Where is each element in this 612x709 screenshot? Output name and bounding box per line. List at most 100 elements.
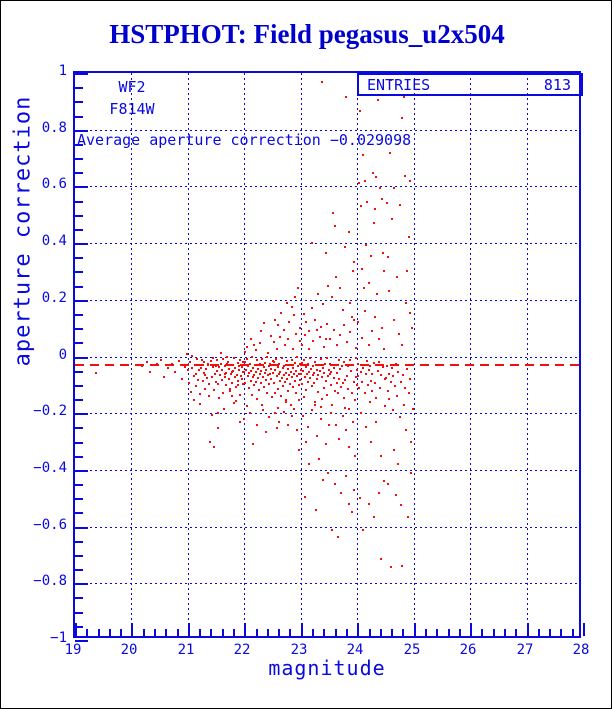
- data-point: [367, 384, 369, 386]
- data-point: [274, 369, 276, 371]
- data-point: [232, 370, 234, 372]
- data-point: [212, 366, 214, 368]
- data-point: [340, 492, 342, 494]
- data-point: [306, 373, 308, 375]
- gridline-vertical: [244, 73, 245, 636]
- data-point: [253, 384, 255, 386]
- data-point: [244, 382, 246, 384]
- y-major-tick: [75, 73, 88, 75]
- data-point: [299, 340, 301, 342]
- data-point: [311, 385, 313, 387]
- data-point: [229, 388, 231, 390]
- data-point: [372, 172, 374, 174]
- data-point: [333, 367, 335, 369]
- data-point: [277, 366, 279, 368]
- data-point: [281, 377, 283, 379]
- x-major-tick: [470, 623, 472, 636]
- data-point: [234, 367, 236, 369]
- data-point: [224, 373, 226, 375]
- data-point: [243, 371, 245, 373]
- data-point: [319, 370, 321, 372]
- data-point: [398, 333, 400, 335]
- x-tick-label: 26: [459, 642, 477, 658]
- plot-area: WF2 F814W Average aperture correction −0…: [73, 71, 585, 642]
- data-point: [269, 373, 271, 375]
- data-point: [298, 399, 300, 401]
- data-point: [262, 409, 264, 411]
- data-point: [320, 418, 322, 420]
- data-point: [408, 392, 410, 394]
- data-point: [280, 312, 282, 314]
- data-point: [378, 338, 380, 340]
- y-minor-tick: [75, 257, 83, 259]
- y-major-tick: [75, 300, 88, 302]
- data-point: [298, 449, 300, 451]
- data-point: [285, 372, 287, 374]
- data-point: [316, 378, 318, 380]
- x-major-tick: [131, 623, 133, 636]
- data-point: [329, 338, 331, 340]
- data-point: [206, 377, 208, 379]
- data-point: [251, 356, 253, 358]
- y-minor-tick: [75, 512, 83, 514]
- data-point: [404, 175, 406, 177]
- data-point: [368, 282, 370, 284]
- data-point: [246, 346, 248, 348]
- data-point: [368, 344, 370, 346]
- data-point: [302, 370, 304, 372]
- x-minor-tick: [256, 629, 258, 636]
- data-point: [189, 361, 191, 363]
- data-point: [276, 375, 278, 377]
- data-point: [252, 443, 254, 445]
- data-point: [258, 389, 260, 391]
- data-point: [273, 341, 275, 343]
- x-tick-label: 20: [120, 642, 138, 658]
- data-point: [291, 306, 293, 308]
- data-point: [210, 360, 212, 362]
- data-point: [365, 426, 367, 428]
- data-point: [371, 330, 373, 332]
- data-point: [349, 331, 351, 333]
- data-point: [247, 375, 249, 377]
- data-point: [327, 285, 329, 287]
- data-point: [377, 99, 379, 101]
- data-point: [301, 383, 303, 385]
- data-point: [284, 344, 286, 346]
- data-point: [330, 371, 332, 373]
- data-point: [328, 424, 330, 426]
- data-point: [369, 401, 371, 403]
- x-minor-tick: [560, 629, 562, 636]
- data-point: [352, 270, 354, 272]
- data-point: [380, 558, 382, 560]
- y-major-tick: [75, 413, 88, 415]
- data-point: [368, 369, 370, 371]
- data-point: [282, 367, 284, 369]
- data-point: [261, 404, 263, 406]
- gridline-horizontal: [75, 413, 579, 414]
- x-major-tick: [527, 623, 529, 636]
- data-point: [297, 365, 299, 367]
- data-point: [312, 374, 314, 376]
- data-point: [404, 387, 406, 389]
- data-point: [95, 372, 97, 374]
- gridline-vertical: [527, 73, 528, 636]
- data-point: [235, 400, 237, 402]
- data-point: [399, 416, 401, 418]
- data-point: [317, 293, 319, 295]
- y-major-tick: [75, 130, 88, 132]
- x-minor-tick: [267, 629, 269, 636]
- data-point: [257, 377, 259, 379]
- data-point: [305, 366, 307, 368]
- data-point: [260, 370, 262, 372]
- data-point: [375, 397, 377, 399]
- x-tick-label: 23: [290, 642, 308, 658]
- y-tick-label: 1: [58, 63, 67, 79]
- x-minor-tick: [335, 629, 337, 636]
- y-minor-tick: [75, 597, 83, 599]
- x-minor-tick: [369, 629, 371, 636]
- x-minor-tick: [109, 629, 111, 636]
- data-point: [233, 402, 235, 404]
- data-point: [383, 480, 385, 482]
- data-point: [319, 336, 321, 338]
